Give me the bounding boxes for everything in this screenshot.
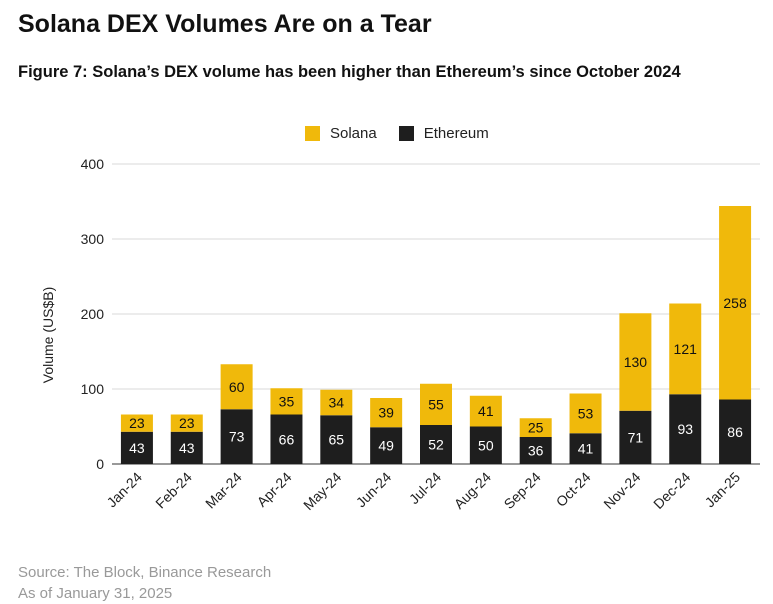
chart-legend: Solana Ethereum <box>305 125 511 142</box>
bar-solana <box>270 388 303 415</box>
bar-ethereum <box>370 427 403 464</box>
bar-solana <box>170 414 203 432</box>
data-label-ethereum: 49 <box>378 438 394 454</box>
data-label-solana: 23 <box>179 415 195 431</box>
legend-item-solana: Solana <box>305 125 377 142</box>
y-axis-label: Volume (US$B) <box>40 287 56 383</box>
legend-swatch-solana <box>305 126 320 141</box>
bar-ethereum <box>669 394 702 464</box>
bar-ethereum <box>220 409 253 464</box>
data-label-ethereum: 41 <box>578 441 594 457</box>
bar-ethereum <box>320 415 353 464</box>
x-tick-label: Jul-24 <box>406 469 444 507</box>
data-label-solana: 41 <box>478 403 494 419</box>
headline: Solana DEX Volumes Are on a Tear <box>18 10 432 38</box>
data-label-ethereum: 36 <box>528 443 544 459</box>
x-tick-label: Oct-24 <box>553 469 594 510</box>
data-label-ethereum: 86 <box>727 424 743 440</box>
data-label-ethereum: 73 <box>229 429 245 445</box>
data-label-solana: 23 <box>129 415 145 431</box>
x-tick-label: Jun-24 <box>353 469 395 511</box>
as-of-text: As of January 31, 2025 <box>18 585 173 602</box>
data-label-solana: 34 <box>329 395 345 411</box>
bar-ethereum <box>519 437 552 464</box>
y-tick-label: 0 <box>96 456 104 472</box>
x-tick-label: Apr-24 <box>254 469 295 510</box>
bar-ethereum <box>619 410 652 464</box>
legend-swatch-ethereum <box>398 126 414 141</box>
bar-ethereum <box>170 431 203 464</box>
stacked-bar-chart: 0 100 200 300 400 43 23 43 23 73 60 66 35 65 34 49 39 52… <box>40 156 760 513</box>
legend-label-solana: Solana <box>330 125 377 142</box>
y-tick-label: 100 <box>81 381 105 397</box>
data-label-ethereum: 71 <box>628 429 644 445</box>
source-note: Source: The Block, Binance Research As o… <box>18 562 271 604</box>
x-tick-label: Dec-24 <box>650 469 693 512</box>
bar-solana <box>120 414 153 432</box>
bar-ethereum <box>270 414 303 464</box>
data-label-ethereum: 93 <box>677 421 693 437</box>
bar-solana <box>719 206 752 400</box>
bar-solana <box>519 418 552 437</box>
bar-solana <box>569 393 602 434</box>
x-tick-label: May-24 <box>300 469 344 513</box>
data-label-solana: 25 <box>528 420 544 436</box>
bar-solana <box>420 383 452 425</box>
figure-title: Figure 7: Solana’s DEX volume has been h… <box>18 63 681 81</box>
x-axis: Jan-24 Feb-24 Mar-24 Apr-24 May-24 Jun-24 Jul-… <box>103 469 743 513</box>
bar-ethereum <box>569 433 602 464</box>
data-label-ethereum: 66 <box>279 431 295 447</box>
x-tick-label: Jan-25 <box>702 469 744 511</box>
data-label-solana: 60 <box>229 379 245 395</box>
y-tick-label: 300 <box>81 231 105 247</box>
bar-solana <box>320 389 353 416</box>
source-text: Source: The Block, Binance Research <box>18 564 272 581</box>
bar-solana <box>669 303 702 395</box>
y-tick-label: 400 <box>81 156 105 172</box>
data-label-solana: 258 <box>723 295 747 311</box>
y-axis: 0 100 200 300 400 <box>81 156 105 472</box>
data-label-ethereum: 43 <box>129 440 145 456</box>
bar-ethereum <box>469 426 502 464</box>
data-label-solana: 130 <box>624 354 648 370</box>
bar-solana <box>619 313 652 411</box>
bars: 43 23 43 23 73 60 66 35 65 34 49 39 52 55 50 41 36 25 41 53… <box>120 206 752 464</box>
bar-solana <box>220 364 253 410</box>
data-label-ethereum: 52 <box>428 437 444 453</box>
bar-ethereum <box>420 425 452 464</box>
bar-ethereum <box>719 399 752 464</box>
data-label-ethereum: 50 <box>478 437 494 453</box>
data-label-solana: 55 <box>428 396 444 412</box>
x-tick-label: Feb-24 <box>152 469 195 512</box>
bar-ethereum <box>120 431 153 464</box>
bar-solana <box>370 398 403 428</box>
data-label-solana: 39 <box>378 405 394 421</box>
data-label-solana: 53 <box>578 405 594 421</box>
legend-item-ethereum: Ethereum <box>398 125 489 142</box>
y-tick-label: 200 <box>81 306 105 322</box>
data-label-ethereum: 43 <box>179 440 195 456</box>
bar-solana <box>469 395 502 427</box>
legend-label-ethereum: Ethereum <box>423 125 489 142</box>
x-tick-label: Nov-24 <box>600 469 643 512</box>
x-tick-label: Sep-24 <box>501 469 544 512</box>
x-tick-label: Aug-24 <box>451 469 494 512</box>
data-label-solana: 35 <box>279 393 295 409</box>
data-label-solana: 121 <box>674 341 698 357</box>
x-tick-label: Mar-24 <box>202 469 245 512</box>
data-label-ethereum: 65 <box>329 432 345 448</box>
x-tick-label: Jan-24 <box>103 469 145 511</box>
